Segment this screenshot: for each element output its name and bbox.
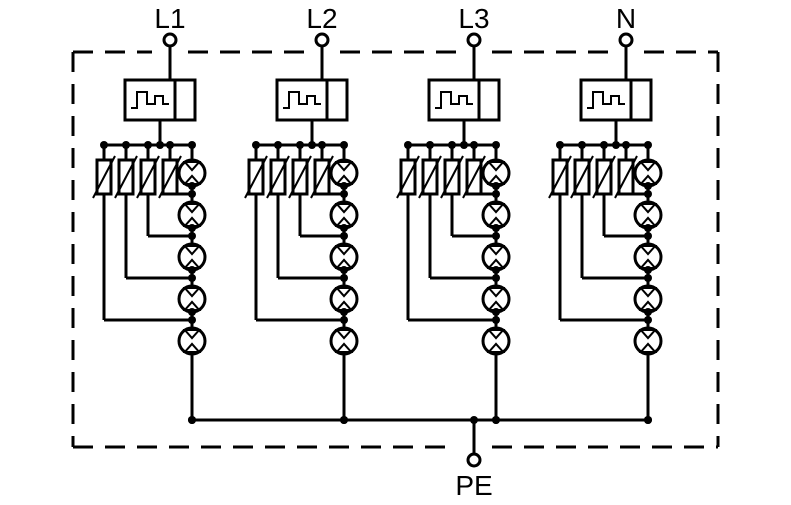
channel-l1-label: L1 [154,3,185,34]
channel-n-label: N [616,3,636,34]
channel-n: N [549,3,661,424]
pe-label: PE [455,470,492,501]
channel-l1: L1 [93,3,205,424]
channel-l2-label: L2 [306,3,337,34]
channel-l3-label: L3 [458,3,489,34]
channel-l3: L3 [397,3,509,424]
channel-l2: L2 [245,3,357,424]
